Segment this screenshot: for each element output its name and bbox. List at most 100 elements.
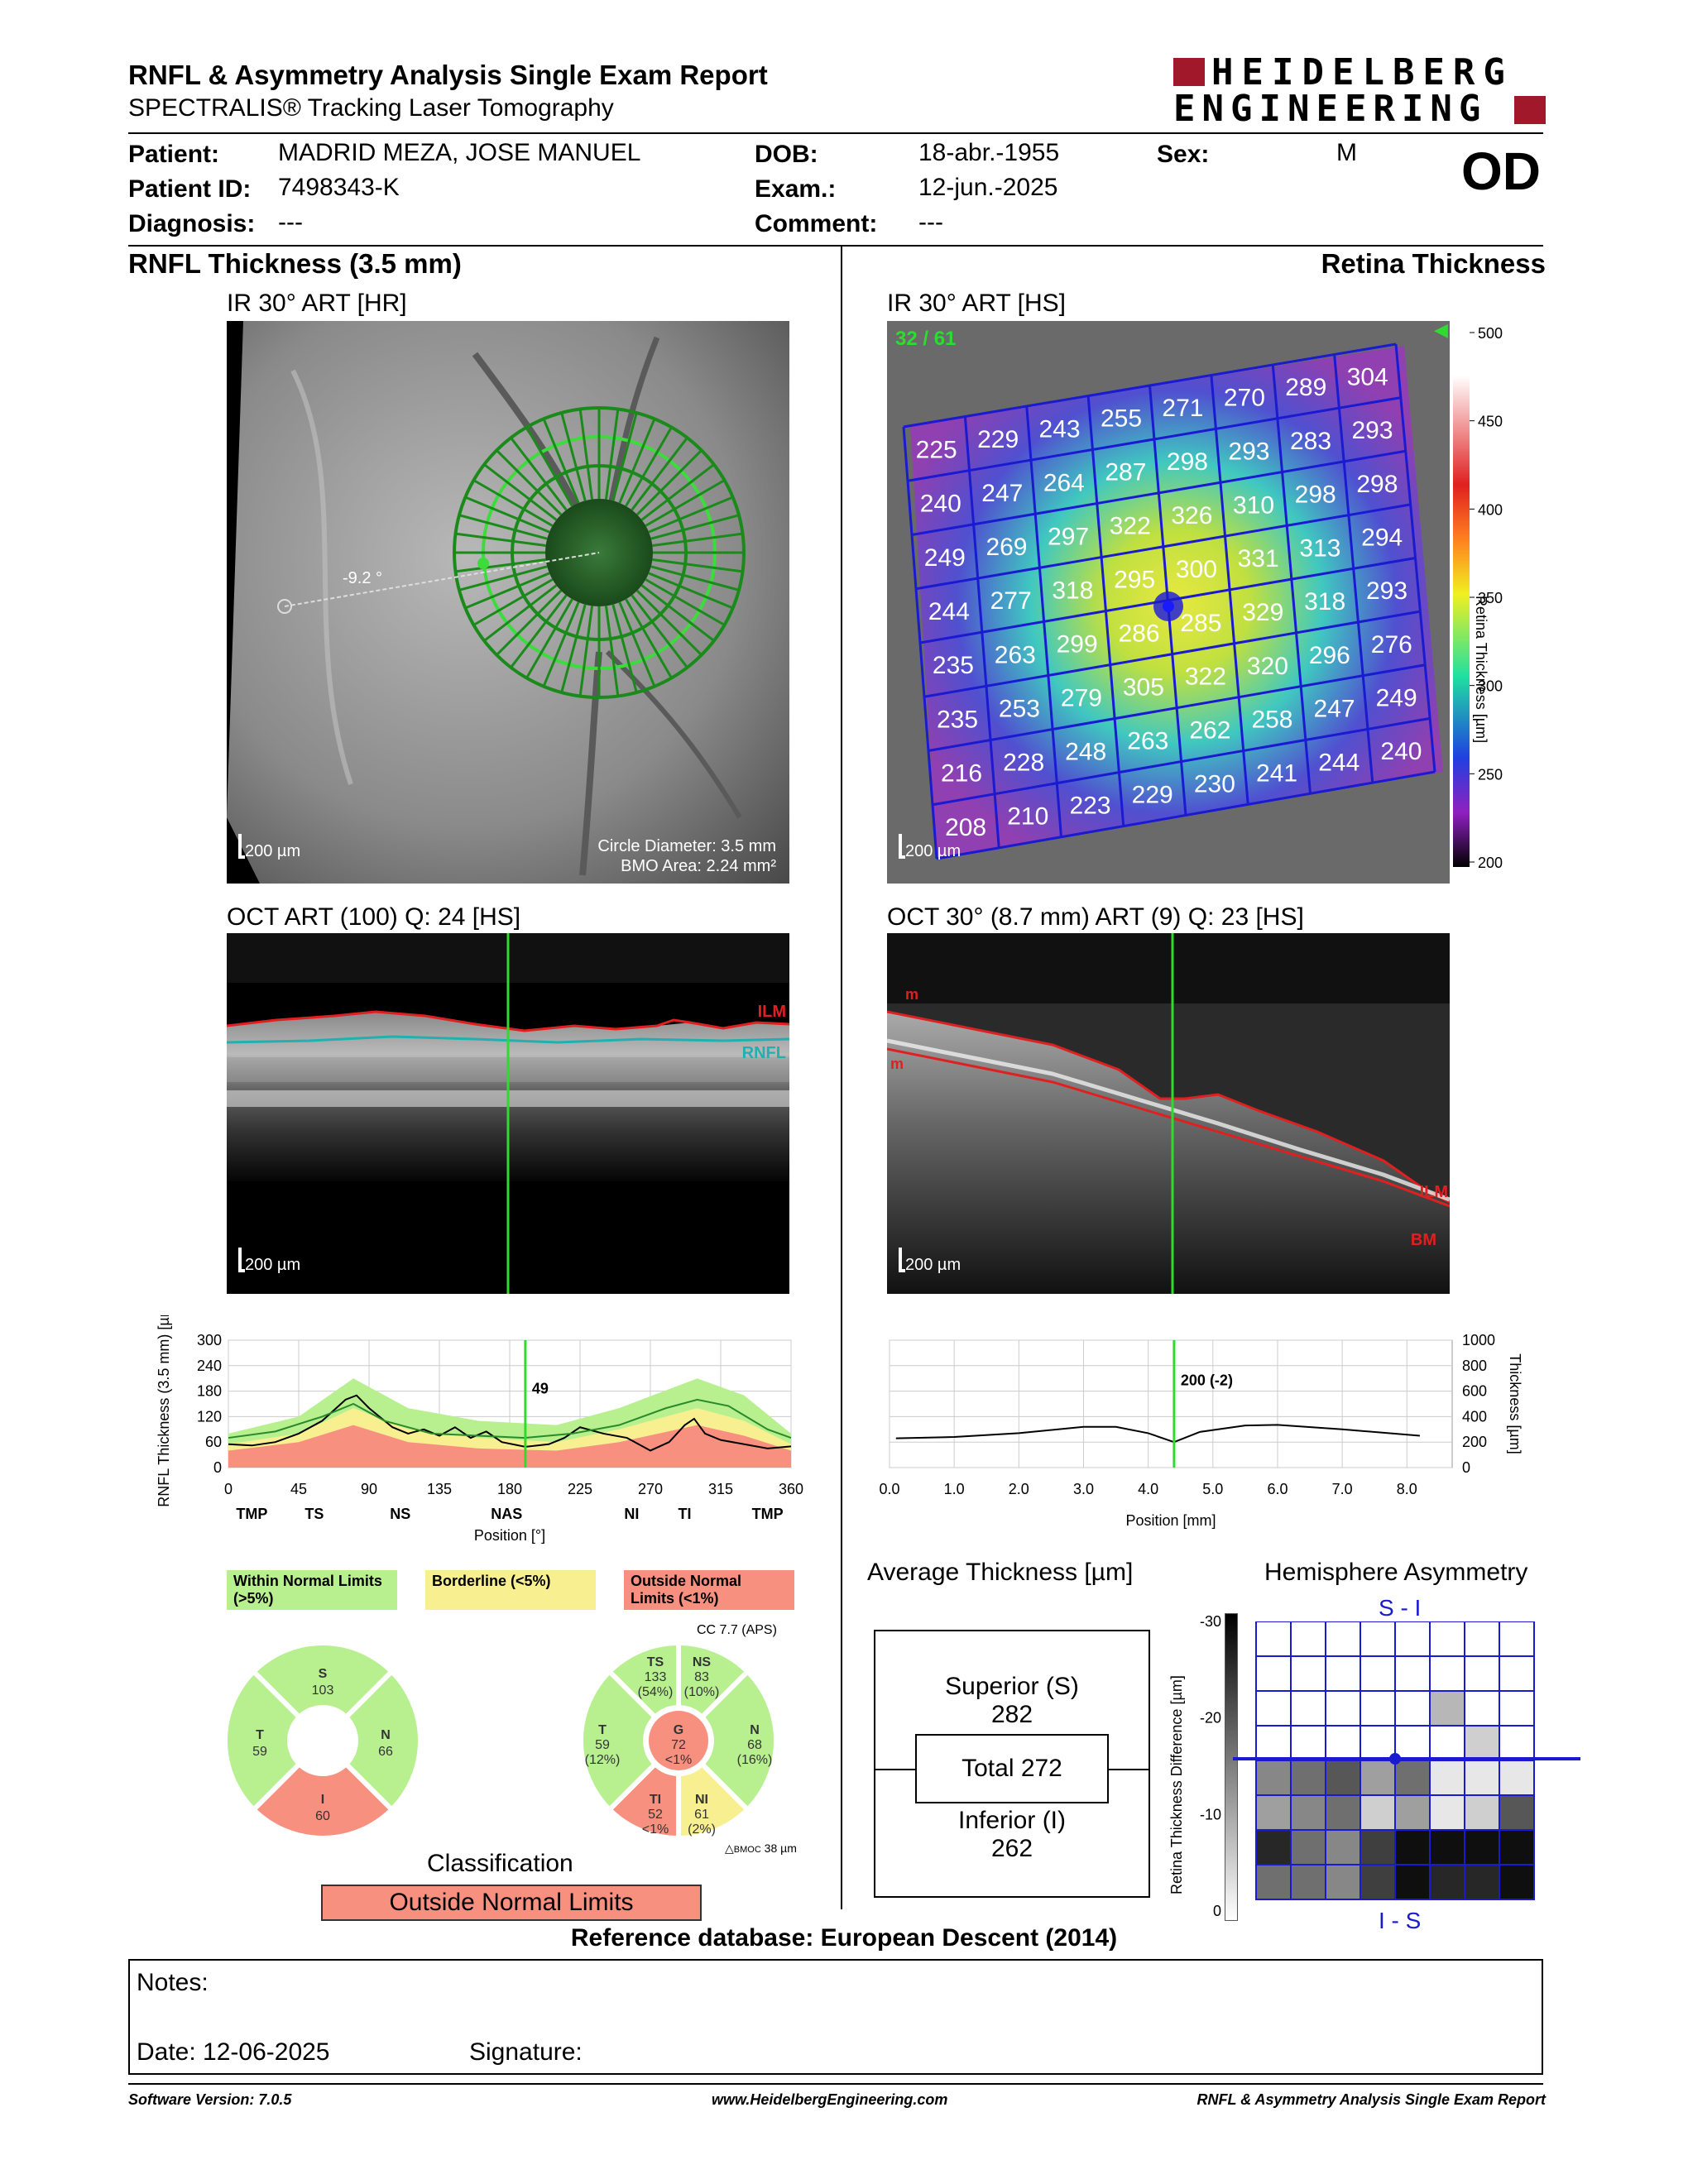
asymmetry-fovea-marker (1389, 1753, 1401, 1765)
footer-website[interactable]: www.HeidelbergEngineering.com (712, 2091, 948, 2108)
asymmetry-cell (1325, 1794, 1361, 1831)
dob-value: 18-abr.-1955 (918, 139, 1060, 166)
thickness-colorbar (1453, 321, 1470, 867)
sector-label: NS (390, 1506, 410, 1522)
colorbar-tick-label: 300 (1478, 678, 1503, 695)
radial-scan-line (618, 601, 656, 687)
plot-frame (889, 1339, 1453, 1468)
y-tick-label: 0 (1462, 1459, 1470, 1476)
notes-box[interactable]: Notes: Date: 12-06-2025 Signature: (128, 1959, 1543, 2075)
oct-left-title: OCT ART (100) Q: 24 [HS] (227, 903, 521, 931)
asymmetry-cell (1290, 1655, 1326, 1692)
sector-ti (606, 1760, 681, 1840)
comment-label: Comment: (755, 210, 878, 237)
radial-scan-line (472, 578, 554, 626)
sector-label: TMP (236, 1506, 267, 1522)
asymmetry-cell (1429, 1725, 1465, 1761)
series-line (228, 1394, 792, 1452)
scan-counter: 32 / 61 (895, 328, 957, 350)
sector-superior (250, 1641, 396, 1721)
y-tick-label: 60 (205, 1434, 222, 1450)
sector-value: 66 (378, 1745, 393, 1759)
asymmetry-cell (1360, 1794, 1396, 1831)
retina-thickness-map: 225 229 243 255 271 270 289 304 240 247 264 287 298 2… (887, 321, 1450, 884)
asymmetry-cell (1360, 1690, 1396, 1727)
y-tick-label: 300 (197, 1332, 222, 1348)
asymmetry-cell (1429, 1655, 1465, 1692)
sector-label: TMP (752, 1506, 784, 1522)
radial-scan-line (483, 584, 558, 642)
report-title: RNFL & Asymmetry Analysis Single Exam Re… (128, 60, 768, 90)
asymmetry-cell (1464, 1760, 1500, 1796)
thickness-value: 247 (1314, 696, 1355, 723)
sector-name: NI (695, 1793, 708, 1807)
x-tick-label: 315 (708, 1481, 733, 1497)
radial-scan-line (631, 594, 688, 668)
retina-section-title: Retina Thickness (1321, 248, 1546, 279)
x-tick-label: 225 (568, 1481, 592, 1497)
sector-name: NS (693, 1655, 712, 1669)
thickness-value: 297 (1048, 523, 1089, 550)
thickness-value: 277 (990, 587, 1032, 615)
y-axis-label: Thickness [µm] (1507, 1353, 1523, 1454)
radial-scan-line (650, 514, 740, 540)
thickness-value: 264 (1043, 469, 1085, 496)
rnfl-profile-chart: 300 240 180 120 60 00 45 90 135 180 225 270 315 360 49… (157, 1315, 803, 1544)
cursor-value: 49 (532, 1381, 549, 1397)
patient-name: MADRID MEZA, JOSE MANUEL (278, 139, 641, 166)
circle-diameter: Circle Diameter: 3.5 mm (597, 837, 776, 855)
radial-scan-line (611, 412, 638, 501)
thickness-value: 310 (1233, 491, 1274, 519)
asymmetry-cell (1290, 1864, 1326, 1900)
sector-ns (676, 1641, 751, 1721)
thickness-value: 300 (1176, 556, 1217, 583)
diagnosis-label: Diagnosis: (128, 210, 256, 237)
asymmetry-cell (1255, 1864, 1292, 1900)
asymmetry-cell (1464, 1829, 1500, 1866)
thickness-value: 247 (981, 480, 1023, 507)
radial-scan-line (648, 496, 734, 534)
asymmetry-scale-ticks: -30 -20 -10 0 (1200, 1613, 1221, 1919)
radial-scan-line (652, 558, 743, 573)
asymmetry-cell (1360, 1655, 1396, 1692)
radial-scan-line (640, 584, 715, 642)
report-subtitle: SPECTRALIS® Tracking Laser Tomography (128, 94, 614, 122)
thickness-value: 298 (1356, 471, 1398, 498)
y-tick-label: 400 (1462, 1408, 1487, 1425)
sector-label: NAS (491, 1506, 522, 1522)
x-tick-label: 45 (290, 1481, 307, 1497)
sector-temporal (223, 1668, 303, 1813)
asymmetry-cell (1255, 1621, 1292, 1657)
asymmetry-cell (1325, 1621, 1361, 1657)
asymmetry-cell (1499, 1690, 1535, 1727)
average-thickness-box: Superior (S) 282 Total 272 Inferior (I) … (874, 1630, 1150, 1898)
sector-value: 60 (315, 1809, 330, 1823)
retina-profile-chart: 1000 800 600 400 200 0 0.0 1.0 2.0 3.0 4.0 5.0 6.0 7.… (879, 1332, 1523, 1529)
radial-scan-line (645, 578, 726, 626)
asymmetry-cell (1360, 1725, 1396, 1761)
radial-scan-line (578, 606, 594, 697)
asymmetry-cell (1464, 1794, 1500, 1831)
thickness-value: 255 (1101, 405, 1142, 433)
asymmetry-cell (1360, 1760, 1396, 1796)
radial-scan-line (496, 589, 563, 656)
asymmetry-cell (1325, 1725, 1361, 1761)
y-tick-label: 240 (197, 1358, 222, 1374)
thickness-value: 289 (1285, 374, 1326, 401)
bm-label: BM (1410, 1231, 1436, 1249)
sector-name: T (256, 1728, 264, 1742)
sector-percent: (12%) (585, 1753, 621, 1767)
scale-bar-left: 200 µm (237, 834, 301, 860)
asymmetry-cell (1255, 1725, 1292, 1761)
asymmetry-cell (1499, 1829, 1535, 1866)
thickness-value: 249 (1376, 685, 1417, 712)
delta-bmoc: △BMOC 38 µm (725, 1842, 797, 1855)
asymmetry-grid (1233, 1621, 1580, 1900)
logo-line2: ENGINEERING (1173, 88, 1488, 130)
radial-scan-line (625, 598, 673, 679)
x-tick-label: 4.0 (1138, 1481, 1158, 1497)
m-label: m (905, 986, 919, 1003)
radial-scan-line (652, 532, 743, 548)
logo-line1: HEIDELBERG (1211, 51, 1513, 93)
asymmetry-cell (1499, 1864, 1535, 1900)
